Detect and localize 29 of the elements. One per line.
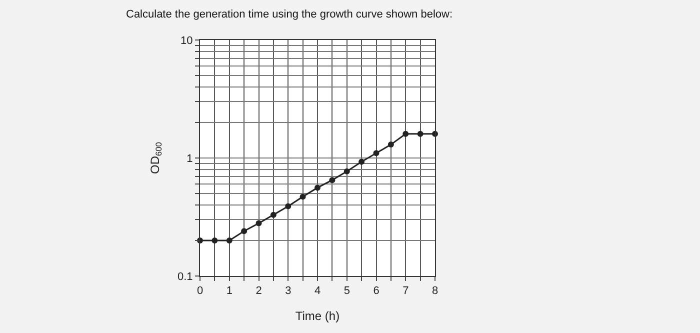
point [300,194,306,200]
y-tick-label: 1 [186,152,193,165]
point [241,228,248,234]
x-tick-label: 5 [344,285,350,298]
x-tick-label: 3 [285,285,292,298]
point [285,203,292,210]
x-tick-label: 8 [432,285,438,298]
point [417,130,424,137]
y-tick-label: 10 [180,34,193,47]
point [373,150,380,156]
x-tick-label: 2 [256,285,262,298]
point [226,237,232,244]
point [212,237,218,244]
x-axis-title: Time (h) [295,309,340,324]
point [344,168,350,174]
x-tick-label: 0 [196,285,204,298]
x-tick-label: 7 [402,285,409,298]
point [329,177,336,184]
x-tick-label: 6 [373,285,380,298]
point [358,158,365,165]
point [388,142,394,148]
point [314,184,320,191]
x-tick-label: 4 [314,285,321,298]
point [256,220,262,226]
y-tick-label: 0.1 [178,270,193,283]
chart-title: Calculate the generation time using the growth curve shown below: [126,8,453,21]
point [402,130,409,137]
point [270,212,276,218]
x-tick-label: 1 [226,285,232,298]
